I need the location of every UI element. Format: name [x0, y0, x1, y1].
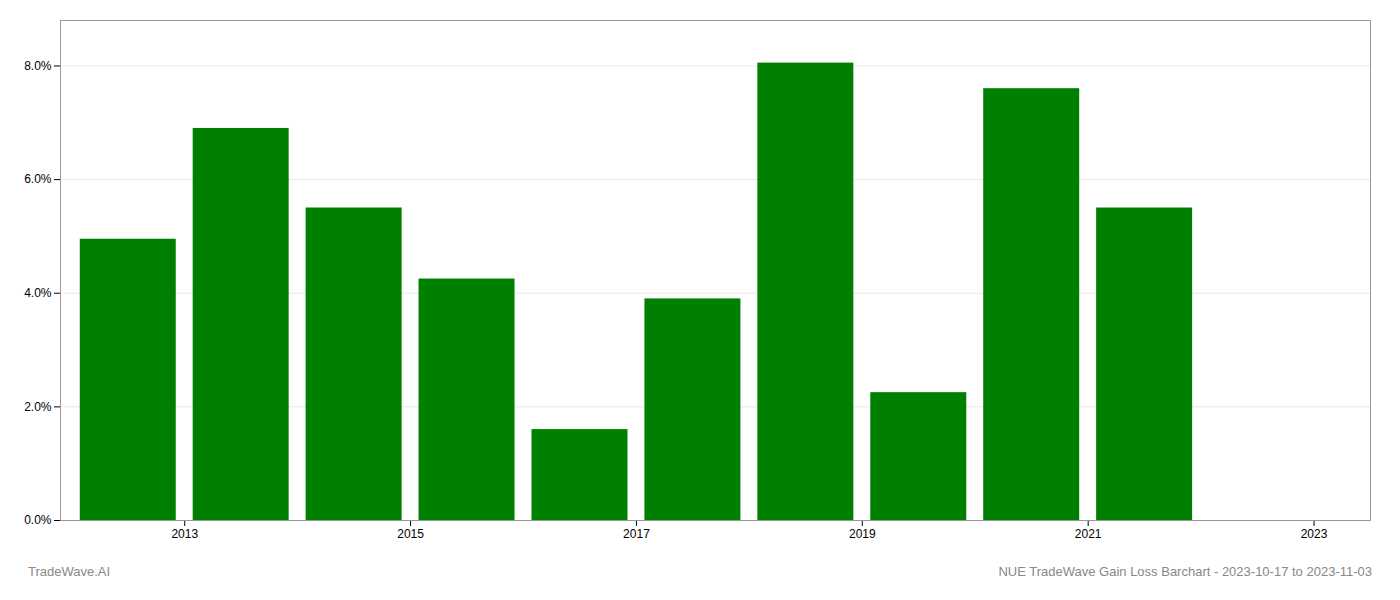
svg-text:0.0%: 0.0%	[24, 513, 52, 527]
svg-text:2015: 2015	[397, 527, 424, 541]
html-text:NUE TradeWave Gain Loss Barcha: NUE TradeWave Gain Loss Barchart - 2023-…	[998, 564, 1372, 579]
svg-text:2019: 2019	[849, 527, 876, 541]
svg-text:2013: 2013	[171, 527, 198, 541]
svg-text:6.0%: 6.0%	[24, 172, 52, 186]
svg-text:2021: 2021	[1075, 527, 1102, 541]
svg-text:2017: 2017	[623, 527, 650, 541]
svg-text:4.0%: 4.0%	[24, 286, 52, 300]
html-text:TradeWave.AI: TradeWave.AI	[28, 564, 111, 579]
svg-text:2023: 2023	[1301, 527, 1328, 541]
svg-text:2.0%: 2.0%	[24, 400, 52, 414]
svg-text:8.0%: 8.0%	[24, 59, 52, 73]
